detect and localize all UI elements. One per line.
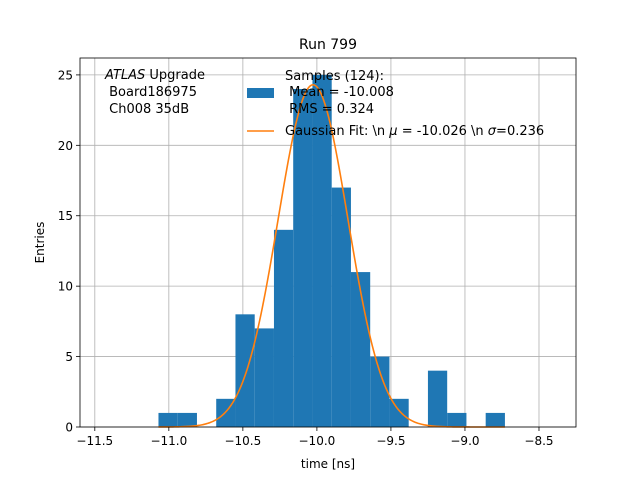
y-axis-ticks: 0 5 10 15 20 25 (58, 68, 80, 435)
legend-fit-label: Gaussian Fit: \n μ = -10.026 \n σ=0.236 (285, 124, 544, 139)
chart-title: Run 799 (299, 37, 357, 53)
histogram-bar (370, 356, 390, 427)
legend-fit-mu-value: = -10.026 \n (398, 124, 488, 139)
legend-fit-sigma-symbol: σ (488, 124, 497, 139)
y-tick-label: 25 (58, 68, 73, 82)
histogram-bar (235, 314, 255, 427)
histogram-bar (177, 412, 197, 427)
x-tick-label: −9.0 (450, 434, 479, 448)
histogram-bar (273, 229, 294, 427)
atlas-annotation: ATLAS Upgrade Board186975 Ch008 35dB (104, 68, 205, 117)
y-tick-label: 15 (58, 209, 73, 223)
y-tick-label: 20 (58, 139, 73, 153)
x-axis-label: time [ns] (301, 457, 355, 471)
histogram-bar (158, 412, 178, 427)
x-tick-label: −11.5 (76, 434, 113, 448)
board-label: Board186975 (105, 85, 197, 100)
channel-label: Ch008 35dB (105, 102, 189, 117)
x-tick-label: −8.5 (524, 434, 553, 448)
legend-samples-title: Samples (124): (285, 69, 384, 84)
histogram-bar (254, 328, 274, 427)
histogram-bar (389, 398, 409, 427)
y-axis-label: Entries (33, 222, 47, 264)
legend-fit-prefix: Gaussian Fit: \n (285, 124, 389, 139)
legend-fit-mu-symbol: μ (388, 124, 397, 139)
histogram-bar (312, 74, 332, 428)
histogram-bar (331, 187, 351, 427)
atlas-label: ATLAS (104, 68, 145, 83)
x-tick-label: −10.5 (224, 434, 261, 448)
histogram-bar (447, 412, 467, 427)
x-tick-label: −10.0 (299, 434, 336, 448)
legend-samples-swatch (247, 88, 274, 98)
legend-fit-sigma-value: =0.236 (496, 124, 544, 139)
legend: Samples (124): Mean = -10.008 RMS = 0.32… (247, 69, 544, 139)
y-tick-label: 10 (58, 280, 73, 294)
histogram-bar (293, 88, 313, 427)
x-tick-label: −11.0 (150, 434, 187, 448)
x-tick-label: −9.5 (376, 434, 405, 448)
legend-samples-rms: RMS = 0.324 (285, 102, 374, 117)
histogram-bar (427, 370, 448, 427)
y-tick-label: 5 (65, 350, 73, 364)
plot-frame (79, 57, 577, 428)
y-tick-label: 0 (65, 421, 73, 435)
histogram-bars (158, 74, 505, 428)
atlas-label-line: ATLAS Upgrade (104, 68, 205, 83)
upgrade-label: Upgrade (145, 68, 205, 83)
histogram-bar (350, 272, 371, 427)
x-axis-ticks: −11.5 −11.0 −10.5 −10.0 −9.5 −9.0 −8.5 (76, 427, 554, 448)
legend-samples-mean: Mean = -10.008 (285, 85, 394, 100)
histogram-bar (485, 412, 505, 427)
